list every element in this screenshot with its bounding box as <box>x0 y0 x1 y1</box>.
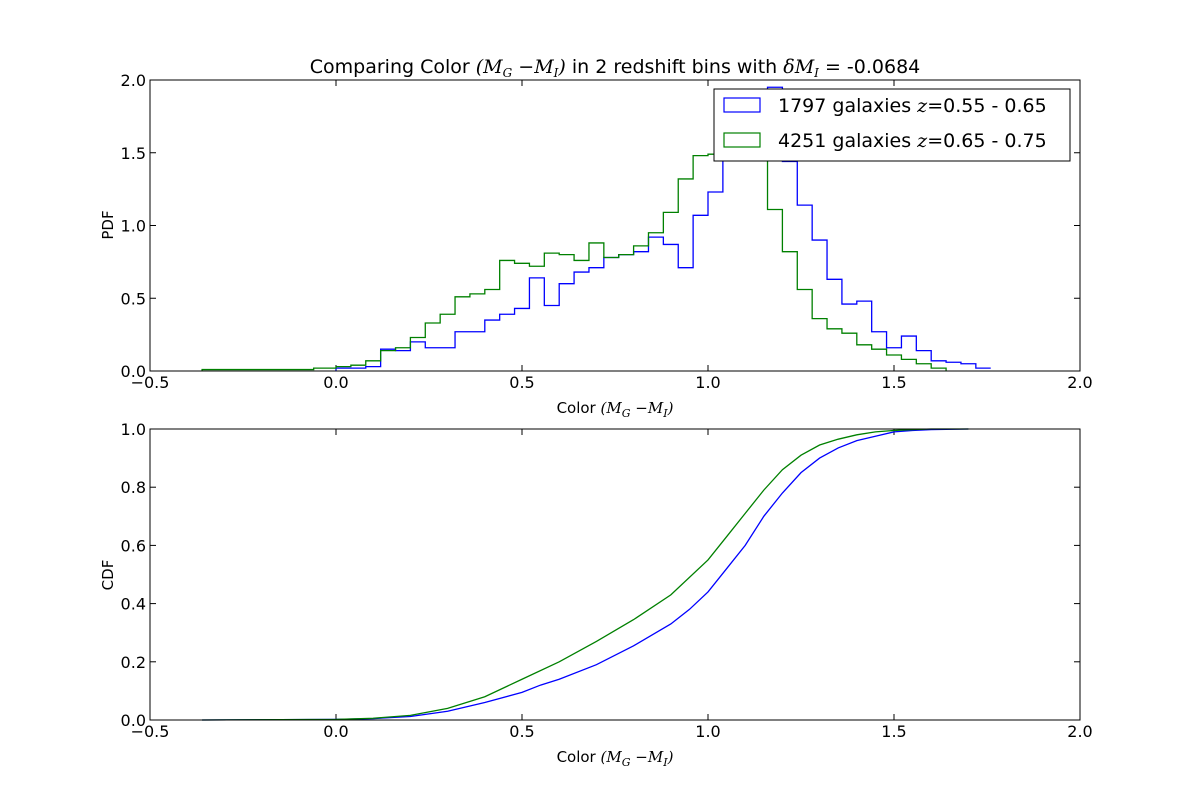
cdf-line-series <box>202 428 969 721</box>
cdf-axes-frame <box>149 428 1081 721</box>
cdf-x-tick-label: 0.0 <box>323 722 348 741</box>
pdf-y-tick-label: 0.0 <box>121 362 146 381</box>
cdf-tick-labels: −0.5 0.0 0.5 1.0 1.5 2.00.00.20.40.60.81.0 <box>121 420 1093 741</box>
cdf-line-panel: −0.5 0.0 0.5 1.0 1.5 2.00.00.20.40.60.81.0 Co… <box>99 420 1093 769</box>
cdf-x-tick-label: −0.5 <box>131 722 170 741</box>
legend-box <box>713 88 1071 162</box>
cdf-y-tick-label: 0.4 <box>121 595 146 614</box>
cdf-x-tick-label: 1.0 <box>695 722 720 741</box>
pdf-y-axis-label: PDF <box>99 210 117 239</box>
pdf-series-blue <box>335 86 991 371</box>
pdf-series-green <box>201 137 947 371</box>
cdf-y-tick-label: 0.8 <box>121 478 146 497</box>
pdf-tick-labels: −0.5 0.0 0.5 1.0 1.5 2.00.00.51.01.52.0 <box>121 71 1093 392</box>
chart-title: Comparing Color (MG −MI) in 2 redshift b… <box>310 56 921 80</box>
cdf-y-tick-label: 0.2 <box>121 653 146 672</box>
cdf-y-tick-label: 0.6 <box>121 536 146 555</box>
cdf-x-tick-label: 1.5 <box>881 722 906 741</box>
pdf-axes-frame <box>149 79 1081 372</box>
legend-entry-1797: 1797 galaxies z=0.55 - 0.65 <box>778 95 1047 117</box>
pdf-histogram-series <box>201 86 991 371</box>
cdf-series-green <box>202 428 969 721</box>
pdf-y-tick-label: 0.5 <box>121 289 146 308</box>
pdf-x-tick-label: 1.5 <box>881 373 906 392</box>
cdf-y-tick-label: 0.0 <box>121 711 146 730</box>
pdf-x-axis-label: Color (MG −MI) <box>557 399 674 420</box>
cdf-y-tick-label: 1.0 <box>121 420 146 439</box>
cdf-x-tick-label: 0.5 <box>509 722 534 741</box>
cdf-y-axis-label: CDF <box>99 560 117 591</box>
legend-swatch-green <box>723 132 761 148</box>
cdf-series-blue <box>202 428 969 721</box>
pdf-y-tick-label: 1.0 <box>121 217 146 236</box>
legend-swatch-blue <box>723 97 761 113</box>
pdf-x-tick-label: 0.5 <box>509 373 534 392</box>
pdf-x-tick-label: −0.5 <box>131 373 170 392</box>
legend-entry-4251: 4251 galaxies z=0.65 - 0.75 <box>778 130 1047 152</box>
pdf-x-tick-label: 1.0 <box>695 373 720 392</box>
pdf-x-tick-label: 0.0 <box>323 373 348 392</box>
cdf-x-axis-label: Color (MG −MI) <box>557 748 674 769</box>
legend: 1797 galaxies z=0.55 - 0.65 4251 galaxie… <box>713 88 1071 162</box>
pdf-x-tick-label: 2.0 <box>1067 373 1092 392</box>
cdf-x-tick-label: 2.0 <box>1067 722 1092 741</box>
pdf-y-tick-label: 2.0 <box>121 71 146 90</box>
pdf-y-tick-label: 1.5 <box>121 144 146 163</box>
pdf-histogram-panel: −0.5 0.0 0.5 1.0 1.5 2.00.00.51.01.52.0 Color… <box>99 71 1093 420</box>
